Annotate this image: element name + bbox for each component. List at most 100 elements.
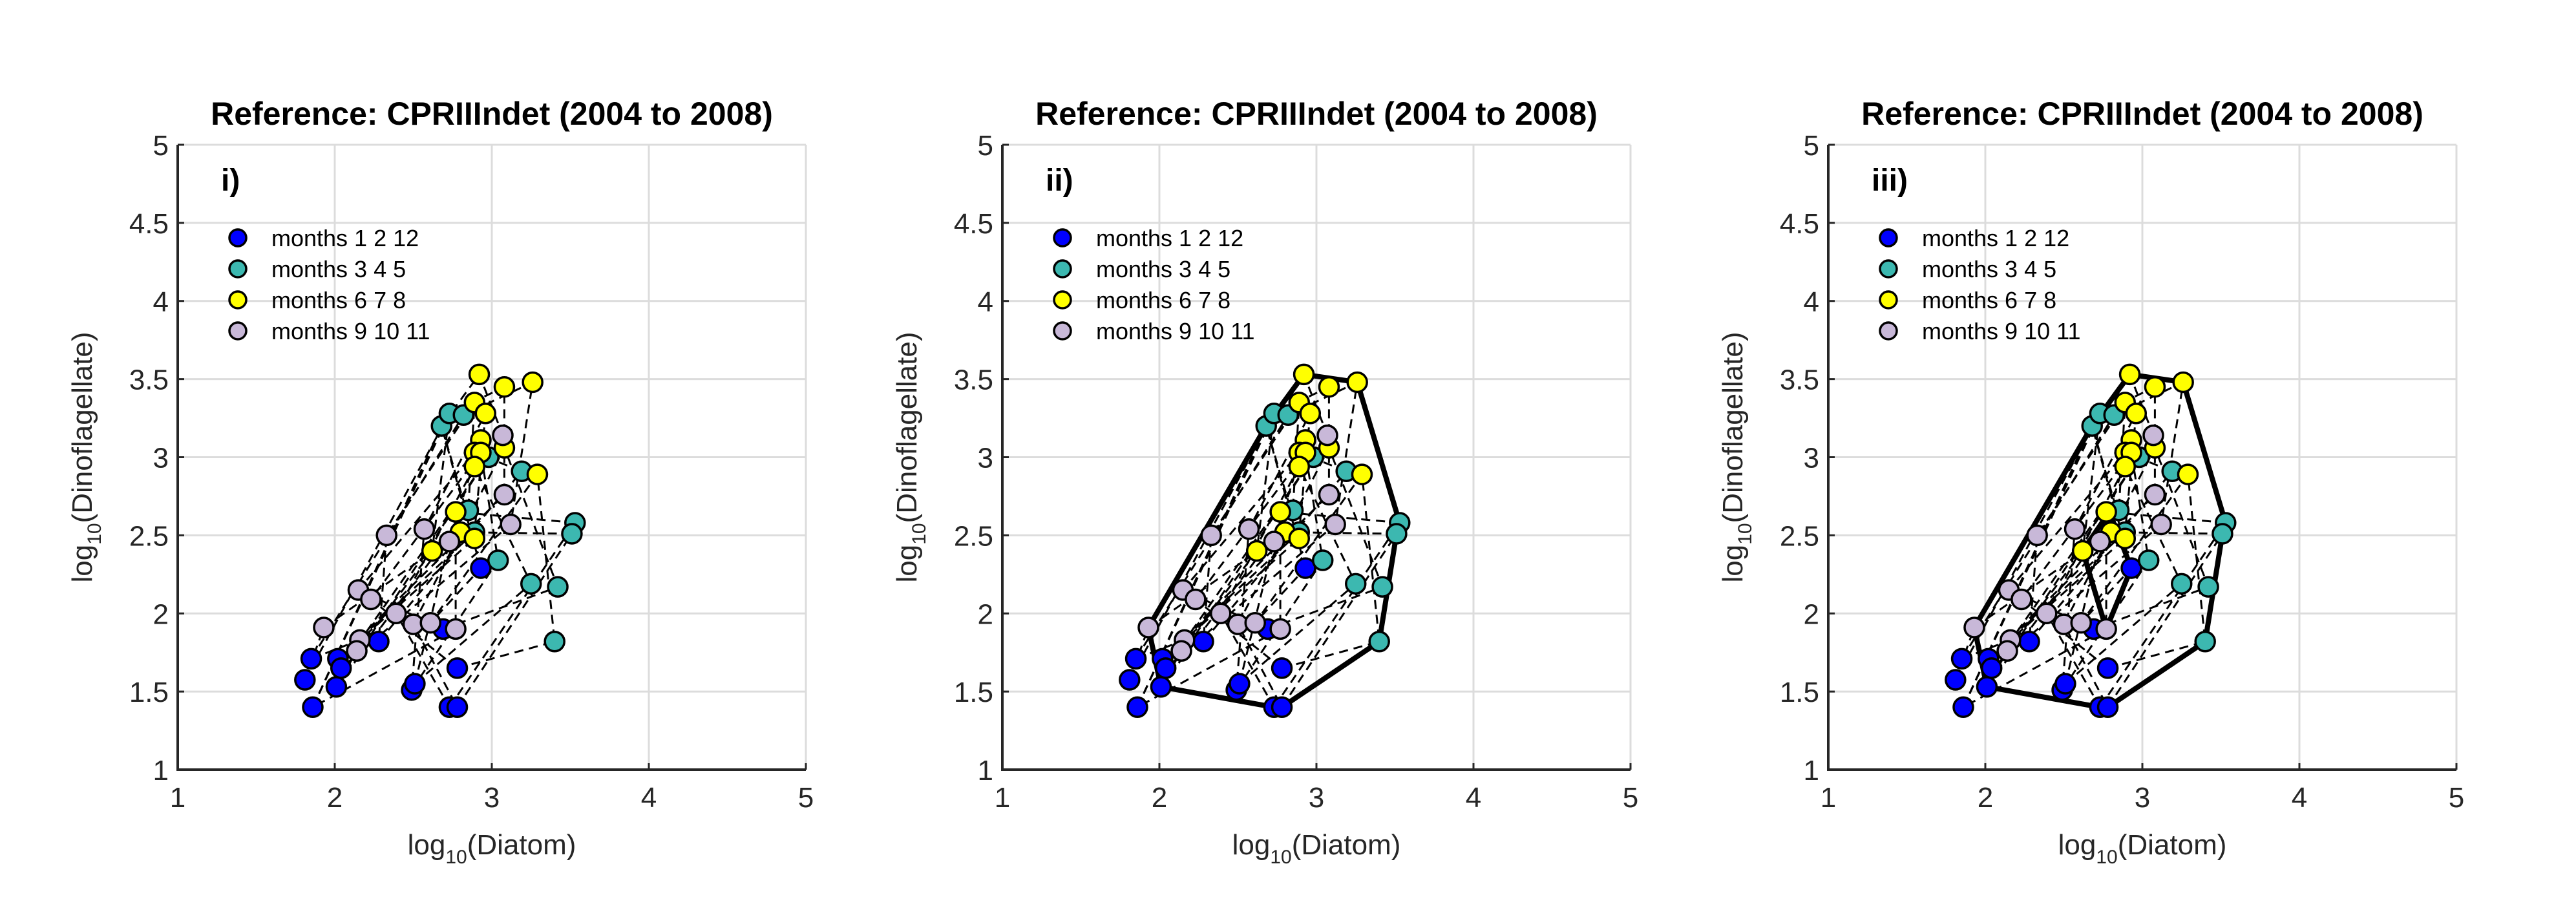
data-point-series-1 <box>1192 631 1214 653</box>
x-tick-label: 2 <box>1152 782 1167 814</box>
y-axis-label: log10(Dinoflagellate) <box>1717 332 1756 582</box>
y-tick-label: 5 <box>153 130 169 162</box>
data-point-series-4 <box>2089 531 2111 553</box>
legend-marker <box>1879 321 1898 341</box>
data-point-series-1 <box>1126 696 1148 719</box>
data-point-series-4 <box>2144 483 2166 506</box>
x-tick-label: 2 <box>327 782 343 814</box>
panel-label: iii) <box>1872 163 1908 198</box>
data-point-series-4 <box>419 612 441 634</box>
y-tick-label: 3.5 <box>129 364 169 396</box>
panel-3: 1 2 3 4 5 1 1.5 2 2.5 3 3.5 4 4.5 5 months 1 2 12 month… <box>1717 96 2464 868</box>
x-axis-label: log10(Diatom) <box>2058 829 2227 868</box>
legend-marker <box>1053 321 1072 341</box>
data-point-series-2 <box>487 549 509 571</box>
data-point-series-1 <box>302 696 324 719</box>
data-point-series-1 <box>1945 669 1967 691</box>
trajectory-line <box>1961 425 2133 660</box>
data-point-series-1 <box>1229 673 1251 695</box>
data-point-series-4 <box>1238 518 1260 540</box>
y-tick-label: 1.5 <box>1780 677 1819 708</box>
x-tick-label: 1 <box>995 782 1010 814</box>
y-tick-label: 3 <box>978 443 993 474</box>
data-point-series-1 <box>1271 696 1293 719</box>
legend-label: months 6 7 8 <box>1922 287 2056 313</box>
legend-marker <box>228 290 248 310</box>
data-point-series-4 <box>2064 518 2086 540</box>
legend-label: months 9 10 11 <box>1922 318 2081 344</box>
data-point-series-3 <box>1299 403 1322 425</box>
legend-label: months 6 7 8 <box>1096 287 1230 313</box>
y-tick-label: 4.5 <box>129 208 169 240</box>
x-label-subscript: 10 <box>445 847 467 868</box>
legend-marker <box>1053 290 1072 310</box>
data-point-series-1 <box>294 669 316 691</box>
data-point-series-2 <box>2197 576 2219 598</box>
data-point-series-3 <box>463 456 486 478</box>
legend-label: months 1 2 12 <box>271 225 419 251</box>
data-point-series-3 <box>421 540 443 562</box>
data-point-series-2 <box>544 631 565 653</box>
x-tick-label: 4 <box>1466 782 1481 814</box>
legend-marker <box>1053 259 1072 279</box>
axes <box>176 145 806 771</box>
axes <box>1001 145 1631 771</box>
y-tick-label: 3 <box>153 443 169 474</box>
data-point-series-4 <box>2036 602 2058 624</box>
data-point-series-1 <box>1952 696 1974 719</box>
x-tick-label: 5 <box>1623 782 1638 814</box>
data-point-series-4 <box>1263 531 1285 553</box>
legend-marker <box>1879 290 1898 310</box>
data-point-series-4 <box>500 513 522 536</box>
data-point-series-3 <box>2144 375 2166 398</box>
chart-title: Reference: CPRIIIndet (2004 to 2008) <box>211 96 773 132</box>
trajectory-line <box>311 425 482 660</box>
x-label-text: (Diatom) <box>467 829 576 861</box>
x-label-subscript: 10 <box>1270 847 1291 868</box>
data-point-series-3 <box>1318 375 1340 398</box>
data-point-series-1 <box>1119 669 1141 691</box>
data-point-series-2 <box>1368 631 1390 653</box>
data-point-series-1 <box>1124 648 1147 670</box>
y-tick-label: 3 <box>1804 443 1819 474</box>
data-point-series-1 <box>1950 648 1973 670</box>
data-point-series-4 <box>375 524 397 547</box>
y-label-log: log <box>1717 545 1749 583</box>
y-tick-label: 1 <box>153 755 169 786</box>
data-point-series-4 <box>1200 524 1222 547</box>
x-tick-label: 3 <box>1309 782 1324 814</box>
y-axis-label: log10(Dinoflagellate) <box>891 332 930 582</box>
data-point-series-3 <box>463 527 486 549</box>
data-point-series-3 <box>493 375 516 398</box>
y-label-subscript: 10 <box>1735 523 1756 544</box>
x-label-subscript: 10 <box>2096 847 2117 868</box>
data-point-series-1 <box>2096 696 2119 719</box>
data-point-series-3 <box>1293 363 1315 386</box>
data-point-series-2 <box>1311 549 1334 571</box>
y-tick-label: 2.5 <box>954 520 993 552</box>
data-point-series-1 <box>2096 657 2119 679</box>
axes <box>1827 145 2456 771</box>
y-tick-label: 4.5 <box>1780 208 1819 240</box>
legend-marker <box>228 228 248 248</box>
data-point-series-2 <box>561 523 583 545</box>
y-tick-label: 5 <box>1804 130 1819 162</box>
data-point-series-3 <box>2095 501 2117 523</box>
y-tick-label: 3.5 <box>954 364 993 396</box>
y-tick-label: 1 <box>978 755 993 786</box>
data-point-series-1 <box>330 657 352 679</box>
data-point-series-2 <box>547 576 569 598</box>
data-point-series-1 <box>404 673 426 695</box>
x-tick-label: 1 <box>1821 782 1836 814</box>
data-point-series-4 <box>1963 617 1985 638</box>
data-point-series-3 <box>2118 363 2141 386</box>
y-tick-label: 3.5 <box>1780 364 1819 396</box>
y-tick-label: 4 <box>1804 286 1819 318</box>
data-point-series-4 <box>1324 513 1346 536</box>
legend-marker <box>228 259 248 279</box>
data-point-series-1 <box>325 676 348 698</box>
y-label-subscript: 10 <box>84 523 105 544</box>
y-tick-label: 5 <box>978 130 993 162</box>
data-point-series-4 <box>492 424 514 447</box>
